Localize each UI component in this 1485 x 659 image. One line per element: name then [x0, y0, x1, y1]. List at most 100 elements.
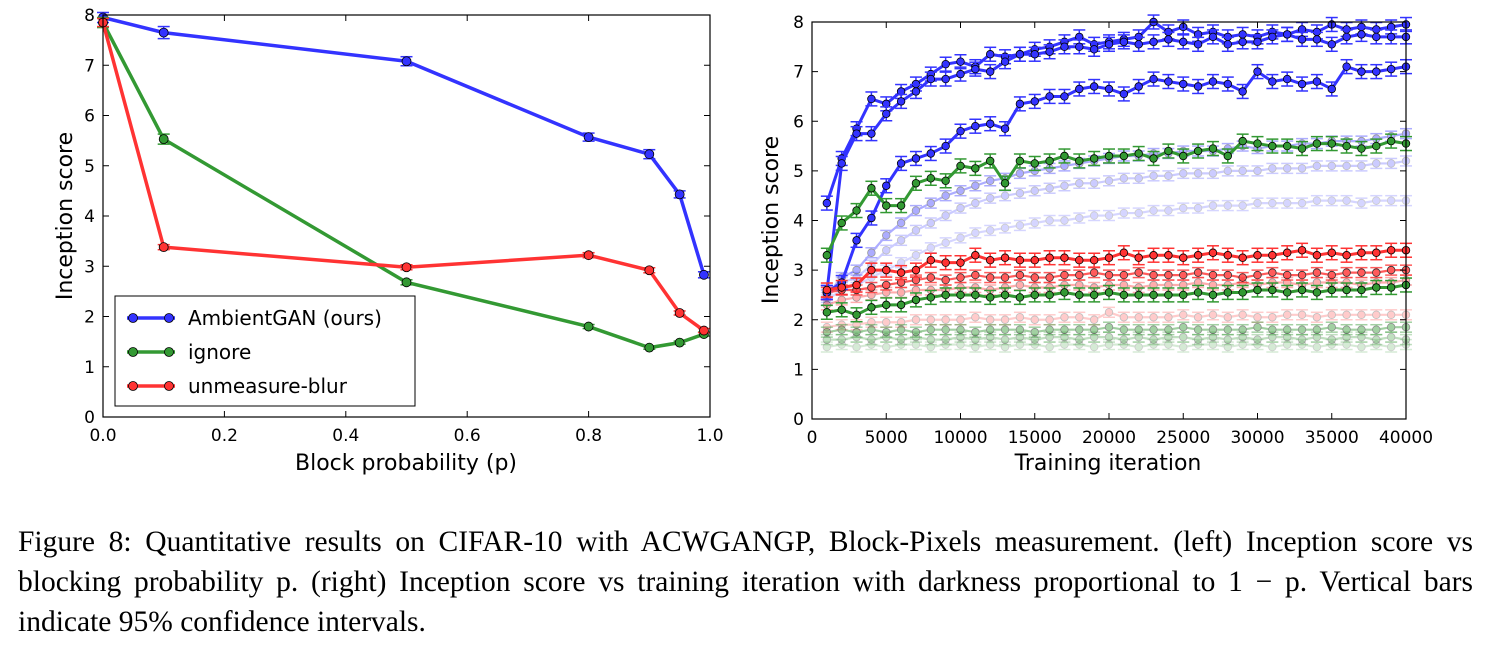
- right-series-red-p0.1-point: [1268, 268, 1277, 277]
- right-series-red-p0.8-point: [1119, 313, 1129, 322]
- right-series-red-p0.8-point: [1179, 310, 1188, 319]
- right-series-green-p0.5-point: [867, 325, 876, 334]
- right-series-green-p0.5-point: [911, 327, 921, 337]
- right-series-green-p0.9-point: [1149, 340, 1158, 349]
- right-series-green-p0.9-point: [1297, 340, 1307, 349]
- right-series-green-p0.1-point: [986, 293, 995, 302]
- right-xtick-label: 30000: [1230, 428, 1284, 448]
- right-series-green-p0.5-point: [1193, 325, 1203, 334]
- right-series-green-p0.5-point: [896, 325, 906, 334]
- right-series-green-p0.5-point: [986, 325, 995, 334]
- right-series-red-p0.1-point: [1238, 273, 1247, 282]
- right-series-red-p0-point: [1164, 251, 1173, 260]
- right-series-green-p0.5-point: [1104, 322, 1114, 332]
- right-xtick-label: 0: [807, 428, 818, 448]
- right-series-green-p0.9-point: [1193, 340, 1203, 349]
- right-series-blue-p0.95-point: [911, 251, 921, 260]
- right-series-blue-p0.95-point: [1253, 198, 1262, 208]
- right-series-green-p0-point: [896, 201, 906, 210]
- right-series-green-p0.1-point: [1312, 288, 1322, 297]
- right-series-green-p0.1-point: [1060, 288, 1069, 297]
- right-series-red-p0.1-point: [1372, 268, 1381, 277]
- legend-marker: [164, 347, 174, 357]
- right-series-green-p0.8-point: [1223, 335, 1232, 344]
- right-series-blue-p0.9-point: [1134, 174, 1143, 183]
- right-series-red-p0-point: [956, 258, 965, 267]
- right-series-red-p0-point: [1179, 253, 1188, 262]
- right-series-green-p0.8-point: [941, 335, 950, 344]
- right-series-blue-p0.1-point: [986, 67, 995, 76]
- right-series-blue-p0.5-point: [1238, 87, 1247, 96]
- right-series-green-p0.8-line: [826, 336, 1407, 341]
- right-series-blue-p0.5-point: [1104, 84, 1114, 94]
- right-series-red-p0.1-point: [986, 273, 995, 282]
- right-series-green-p0.8-point: [1015, 332, 1025, 342]
- right-series-green-p0.5-point: [1268, 325, 1277, 334]
- right-series-green-p0.1-point: [1282, 288, 1292, 297]
- legend-marker: [128, 347, 138, 357]
- right-series-red-p0.8-point: [1134, 313, 1143, 322]
- right-series-green-p0-point: [1386, 136, 1396, 146]
- right-series-green-p0.1-point: [1119, 290, 1129, 300]
- left-xtick-label: 0.6: [454, 426, 481, 446]
- right-series-blue-p0.9-point: [1149, 171, 1158, 181]
- right-series-blue-p0.95-point: [1045, 216, 1054, 225]
- right-series-red-p0.8-point: [822, 322, 832, 332]
- right-series-green-p0.8-point: [837, 335, 846, 344]
- right-series-green-p0.8-point: [1208, 332, 1218, 342]
- right-series-green-p0.1-point: [1386, 283, 1396, 292]
- right-series-green-p0-point: [852, 206, 861, 215]
- right-series-green-p0-point: [1045, 156, 1054, 166]
- right-series-green-p0.5-point: [1134, 325, 1143, 334]
- right-series-blue-p0.9-point: [1386, 159, 1396, 168]
- right-series-green-p0-point: [882, 201, 891, 210]
- right-series-blue-p0.95-point: [1282, 198, 1292, 208]
- right-series-blue-p0.9-line: [826, 159, 1407, 299]
- right-series-blue-p0.5-point: [956, 126, 965, 136]
- right-series-blue-p0.1-point: [1297, 35, 1307, 44]
- right-series-blue-p0.1-point: [1104, 40, 1114, 49]
- right-series-green-p0.5-line: [826, 326, 1406, 334]
- right-series-red-p0-point: [1104, 253, 1114, 262]
- right-series-blue-p0.8-point: [926, 198, 935, 208]
- right-series-green-p0.9-point: [896, 340, 906, 349]
- right-series-blue-p0.5-point: [1089, 82, 1099, 91]
- right-series-green-p0.9-point: [837, 340, 846, 349]
- right-series-green-p0.8-point: [1253, 335, 1262, 344]
- left-ytick-label: 6: [84, 107, 95, 127]
- right-series-green-p0.5-point: [1164, 325, 1173, 334]
- right-series-red-p0.8-point: [1000, 315, 1010, 324]
- right-series-blue-p0.95-point: [1238, 201, 1247, 210]
- right-series-blue-p0.95-point: [1015, 221, 1025, 230]
- right-series-green-p0-point: [1253, 139, 1262, 148]
- right-series-green-p0-point: [1104, 151, 1114, 161]
- right-series-blue-p0.8-point: [911, 206, 921, 215]
- left-ytick-label: 1: [84, 358, 95, 378]
- right-series-red-p0.1-point: [1327, 270, 1336, 280]
- right-series-green-p0-point: [1208, 144, 1218, 153]
- right-series-blue-p0.5-point: [1015, 99, 1025, 109]
- right-xtick-label: 15000: [1008, 428, 1062, 448]
- right-series-green-p0-point: [1015, 156, 1025, 166]
- right-series-blue-p0.5-point: [1119, 89, 1129, 99]
- legend-label: unmeasure-blur: [188, 374, 348, 398]
- right-series-blue-p0.1-point: [1164, 35, 1173, 44]
- right-series-green-p0-point: [1342, 141, 1351, 151]
- right-series-blue-p0.8-point: [986, 176, 995, 185]
- right-series-green-p0-line: [825, 139, 1407, 256]
- right-series-green-p0.9-point: [1327, 340, 1336, 349]
- right-series-green-p0.9-point: [1075, 340, 1084, 349]
- right-series-green-p0.5-point: [941, 325, 950, 334]
- right-series-green-p0.1-point: [1045, 290, 1054, 300]
- right-series-red-p0.1-point: [1089, 268, 1099, 277]
- right-series-red-p0-point: [1089, 256, 1099, 265]
- right-series-green-p0.8-point: [1386, 332, 1396, 342]
- right-series-green-p0-point: [1179, 151, 1188, 161]
- right-series-red-p0-point: [1045, 253, 1054, 262]
- right-series-red-p0.1-point: [1253, 270, 1262, 280]
- right-series-blue-p0.1-point: [1268, 32, 1277, 42]
- right-series-blue-p0.9-point: [1282, 164, 1292, 173]
- right-series-blue-p0-point: [941, 59, 950, 69]
- right-series-red-p0-point: [1149, 251, 1158, 260]
- right-ytick-label: 1: [793, 360, 804, 380]
